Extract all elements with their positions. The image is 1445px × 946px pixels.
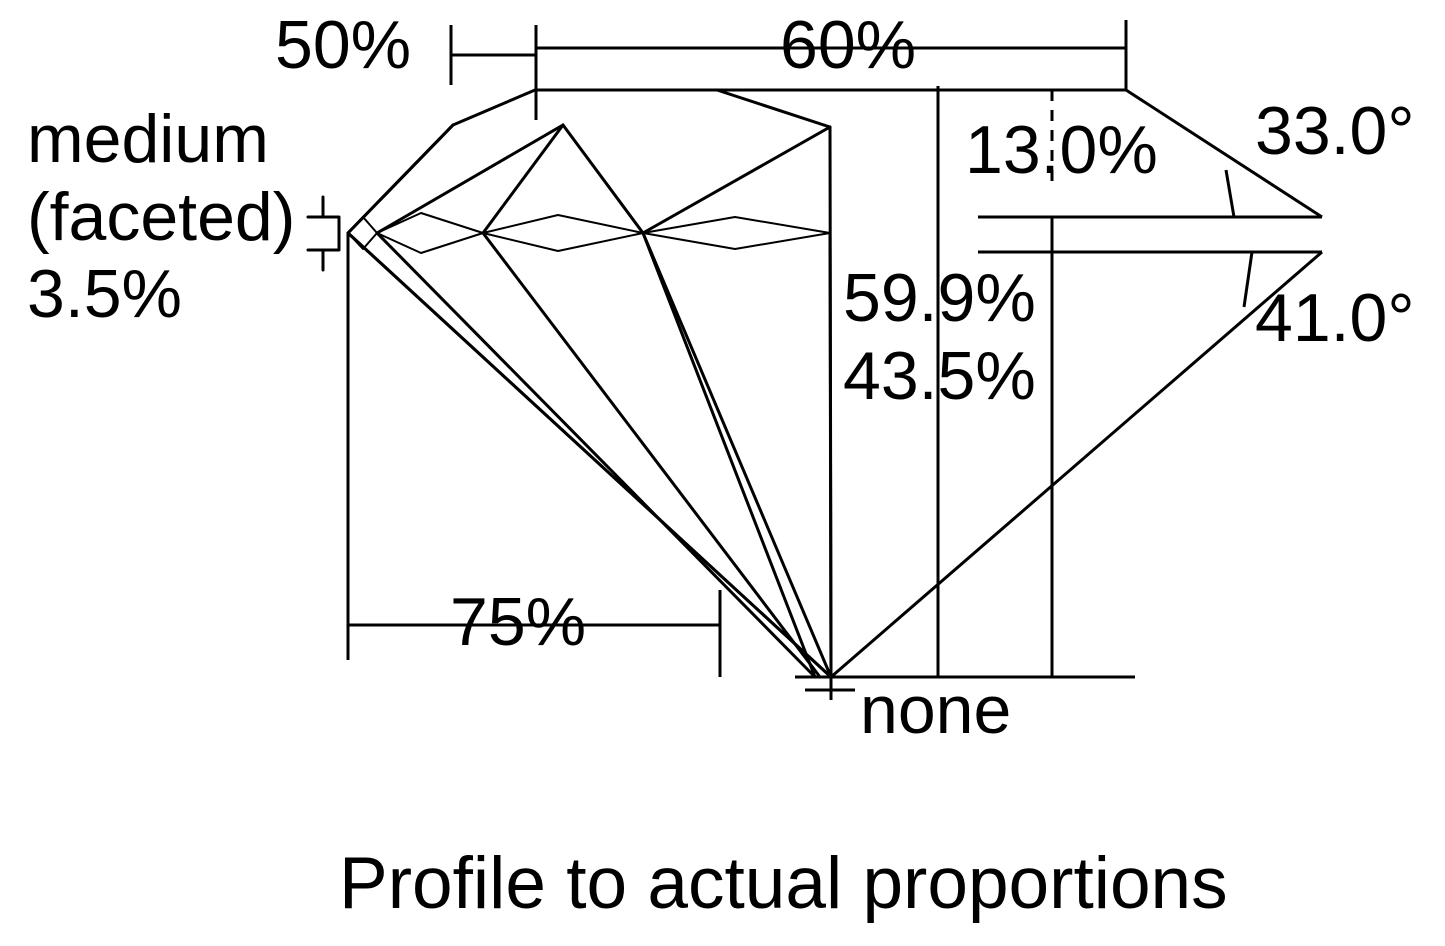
svg-text:(faceted): (faceted) [27, 179, 295, 255]
svg-text:59.9%: 59.9% [843, 260, 1036, 336]
svg-text:43.5%: 43.5% [843, 338, 1036, 414]
svg-text:60%: 60% [780, 7, 916, 83]
svg-text:75%: 75% [450, 584, 586, 660]
svg-text:13.0%: 13.0% [965, 112, 1158, 188]
svg-text:50%: 50% [275, 7, 411, 83]
svg-text:none: none [860, 672, 1011, 748]
svg-text:Profile to actual proportions: Profile to actual proportions [339, 843, 1228, 924]
svg-text:41.0°: 41.0° [1255, 280, 1415, 356]
svg-text:medium: medium [27, 101, 269, 177]
svg-text:3.5%: 3.5% [27, 256, 182, 332]
svg-text:33.0°: 33.0° [1255, 93, 1415, 169]
